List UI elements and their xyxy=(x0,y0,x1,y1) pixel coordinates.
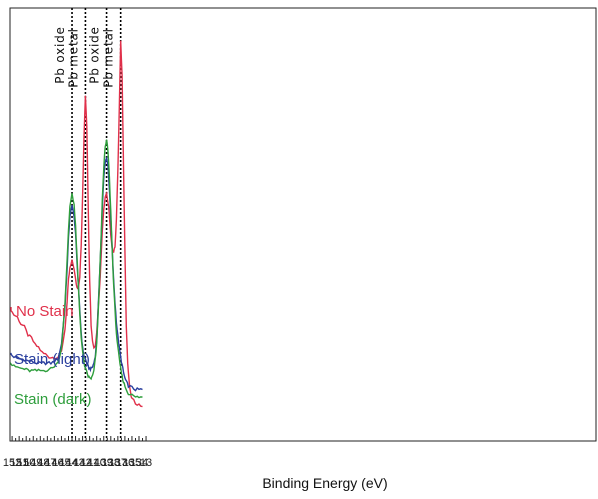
x-tick-label: 141 xyxy=(80,457,98,469)
series-line xyxy=(10,40,143,408)
x-tick-label: 140 xyxy=(88,457,106,469)
reference-line-label: Pb oxide xyxy=(53,26,67,83)
x-axis-ticks xyxy=(11,436,147,441)
x-tick-label: 136 xyxy=(116,457,134,469)
reference-line-label: Pb metal xyxy=(102,28,116,88)
series-label: Stain (dark) xyxy=(14,391,92,408)
x-tick-label: 150 xyxy=(17,457,35,469)
reference-line-label: Pb oxide xyxy=(88,26,102,83)
x-tick-label: 137 xyxy=(109,457,127,469)
series-lines xyxy=(10,40,143,408)
x-axis-tick-labels: 1521511501491481471461451441431421411401… xyxy=(3,457,152,469)
x-tick-label: 135 xyxy=(123,457,141,469)
x-tick-label: 134 xyxy=(130,457,148,469)
series-label: No Stain xyxy=(16,303,74,320)
x-tick-label: 147 xyxy=(38,457,56,469)
x-tick-label: 142 xyxy=(73,457,91,469)
series-line xyxy=(10,156,143,392)
reference-line-label: Pb metal xyxy=(66,28,80,88)
x-tick-label: 145 xyxy=(52,457,70,469)
series-line xyxy=(10,139,143,399)
series-label: Stain (light) xyxy=(14,351,90,368)
x-tick-label: 139 xyxy=(95,457,113,469)
x-tick-label: 148 xyxy=(31,457,49,469)
x-tick-label: 138 xyxy=(102,457,120,469)
x-tick-label: 149 xyxy=(24,457,42,469)
x-tick-label: 144 xyxy=(59,457,77,469)
x-tick-label: 13 xyxy=(140,457,152,469)
x-axis-title: Binding Energy (eV) xyxy=(262,475,387,491)
x-tick-label: 152 xyxy=(3,457,21,469)
x-tick-label: 143 xyxy=(66,457,84,469)
x-tick-label: 151 xyxy=(10,457,28,469)
series-labels: No Stain Stain (light) Stain (dark) xyxy=(14,303,92,408)
x-tick-label: 146 xyxy=(45,457,63,469)
plot-frame xyxy=(9,7,597,442)
